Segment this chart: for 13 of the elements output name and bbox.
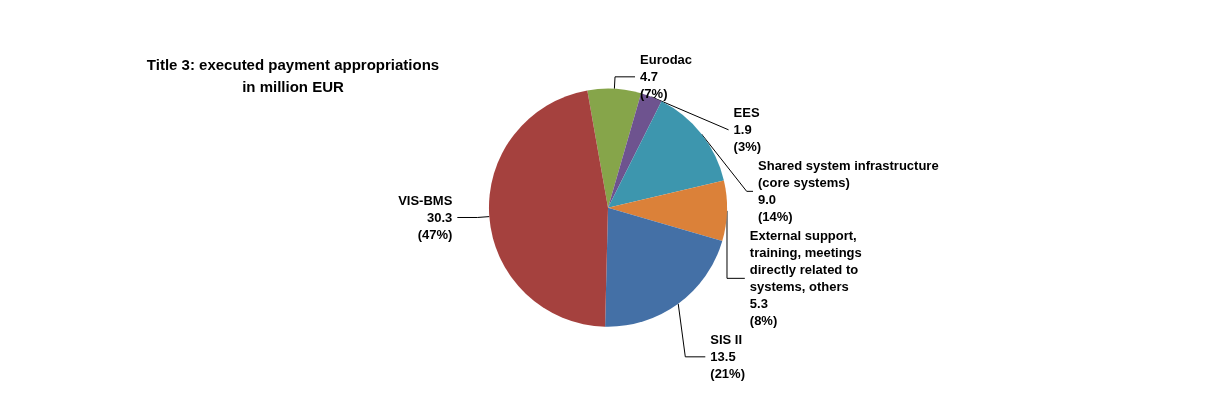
slice-label: SIS II	[710, 332, 743, 348]
data-label: 5.3 (8%)	[749, 296, 778, 329]
slice-label: VIS-BMS	[398, 193, 453, 208]
slice-label: External support, training, meetings directly related to systems, others	[749, 228, 862, 295]
slice-label: Eurodac	[640, 52, 693, 68]
text: Title 3: executed payment appropriations in million EUR	[146, 55, 440, 95]
slice-label: Shared system infrastructure (core systems)	[758, 158, 939, 191]
data-label: 9.0 (14%)	[758, 192, 793, 225]
slice-label: EES	[733, 105, 760, 121]
data-label: 13.5 (21%)	[710, 349, 745, 382]
data-label: 30.3 (47%)	[417, 210, 453, 242]
data-label: 1.9 (3%)	[733, 122, 762, 155]
data-label: 4.7 (7%)	[640, 69, 668, 102]
